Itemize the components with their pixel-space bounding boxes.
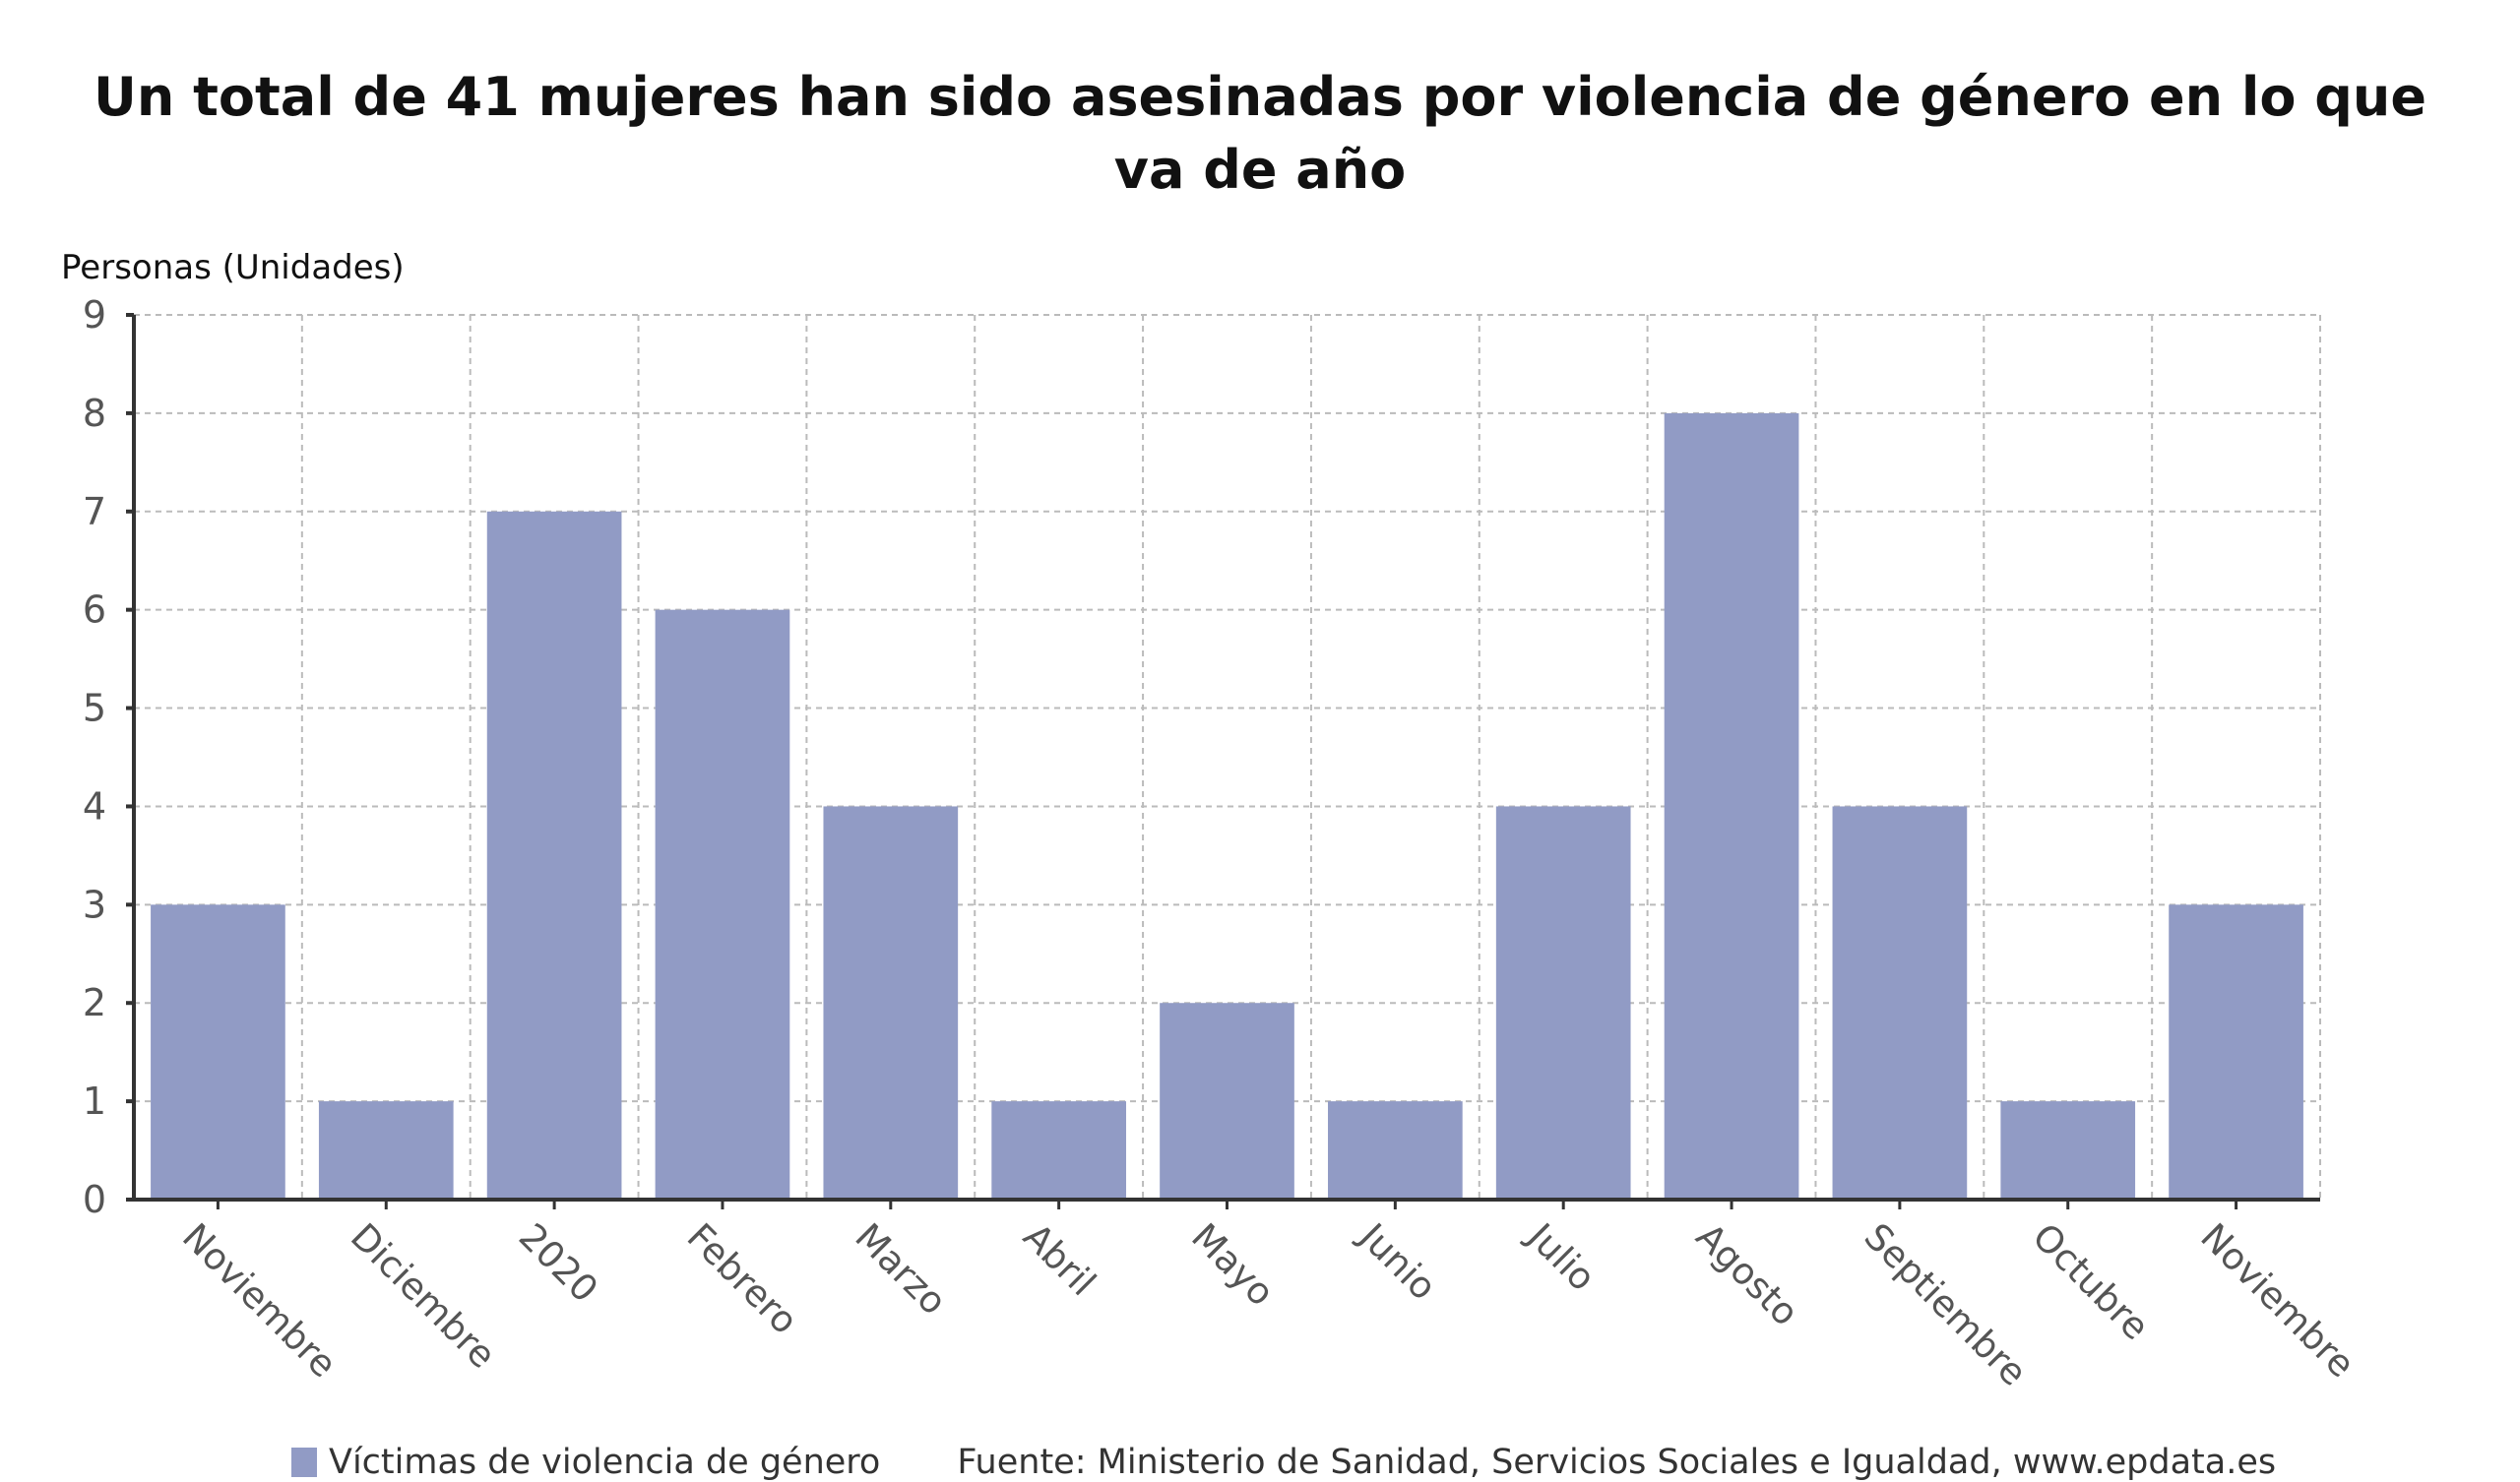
- x-tick-label: Abril: [1015, 1215, 1103, 1304]
- bar: [1832, 806, 1968, 1200]
- y-tick-label: 1: [83, 1080, 106, 1123]
- y-tick-label: 3: [83, 883, 106, 926]
- x-tick-label: Noviembre: [2192, 1215, 2362, 1386]
- y-axis-label: Personas (Unidades): [61, 248, 405, 287]
- bar: [486, 511, 622, 1200]
- bar: [2000, 1101, 2136, 1200]
- y-tick-label: 4: [83, 784, 106, 828]
- x-tick-label: Junio: [1351, 1214, 1445, 1309]
- bar: [2169, 904, 2303, 1200]
- x-tick-label: Mayo: [1183, 1215, 1283, 1315]
- legend: Víctimas de violencia de género Fuente: …: [291, 1443, 2276, 1482]
- x-tick-label: Diciembre: [343, 1215, 504, 1377]
- y-tick-label: 0: [83, 1178, 106, 1221]
- x-tick-label: Octubre: [2024, 1215, 2157, 1348]
- bar: [151, 904, 285, 1200]
- y-tick-label: 7: [83, 490, 106, 533]
- bar: [991, 1101, 1126, 1200]
- x-tick-label: Marzo: [847, 1215, 955, 1324]
- source-note: Fuente: Ministerio de Sanidad, Servicios…: [957, 1443, 2277, 1482]
- x-tick-label: 2020: [511, 1215, 606, 1311]
- y-tick-label: 8: [83, 392, 106, 435]
- y-tick-label: 6: [83, 588, 106, 632]
- bar: [1495, 806, 1631, 1200]
- legend-label: Víctimas de violencia de género: [329, 1443, 881, 1482]
- legend-swatch: [291, 1448, 317, 1477]
- x-tick-label: Julio: [1518, 1214, 1604, 1300]
- y-tick-label: 9: [83, 293, 106, 337]
- bar: [1664, 412, 1799, 1200]
- x-tick-label: Noviembre: [174, 1215, 345, 1386]
- x-tick-label: Agosto: [1688, 1215, 1807, 1334]
- x-tick-label: Febrero: [679, 1215, 806, 1342]
- bar: [823, 806, 959, 1200]
- chart-title: Un total de 41 mujeres han sido asesinad…: [93, 66, 2426, 201]
- y-tick-label: 2: [83, 981, 106, 1024]
- bar: [1160, 1003, 1294, 1200]
- y-tick-label: 5: [83, 687, 106, 730]
- bar: [1328, 1101, 1463, 1200]
- bar: [655, 609, 790, 1200]
- x-tick-label: Septiembre: [1857, 1215, 2036, 1394]
- bar: [318, 1101, 454, 1200]
